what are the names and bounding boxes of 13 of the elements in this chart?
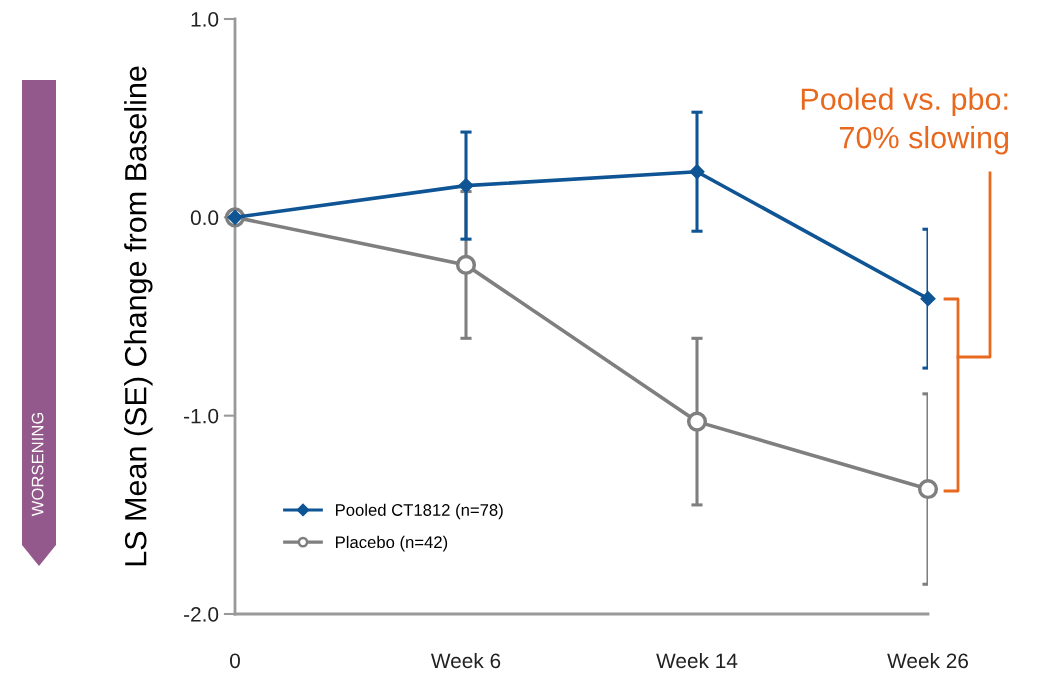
x-tick-label: 0 (230, 653, 240, 669)
x-tick-label: Week 6 (430, 652, 501, 669)
legend-label: Placebo (n=42) (336, 535, 448, 552)
y-axis-title: LS Mean (SE) Change from Baseline (124, 66, 153, 566)
y-tick-label: -1.0 (184, 408, 219, 424)
x-tick-label: Week 14 (656, 652, 738, 669)
y-tick-label: 1.0 (191, 12, 219, 27)
text: WORSENING (31, 412, 44, 517)
legend-label: Pooled CT1812 (n=78) (336, 503, 503, 520)
x-tick-label: Week 26 (887, 652, 969, 669)
annotation: Pooled vs. pbo: 70% slowing (801, 87, 1009, 155)
y-tick-label: -2.0 (184, 607, 219, 622)
y-tick-label: 0.0 (190, 210, 219, 226)
